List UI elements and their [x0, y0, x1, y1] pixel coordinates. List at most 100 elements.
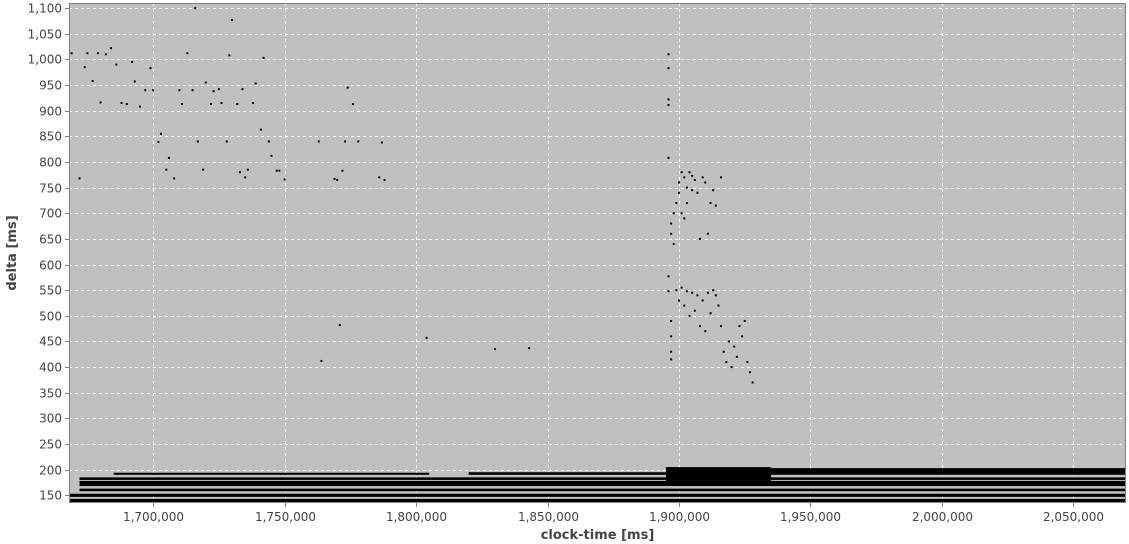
- data-point: [86, 52, 89, 55]
- data-point: [236, 103, 239, 106]
- data-point: [738, 325, 741, 328]
- data-point: [380, 141, 383, 144]
- data-point: [667, 275, 670, 278]
- y-tick-label: 300: [39, 412, 62, 426]
- data-point: [383, 178, 386, 181]
- data-point: [722, 350, 725, 353]
- data-point: [667, 67, 670, 70]
- y-tick-label: 1,100: [28, 2, 62, 16]
- dense-point-band: [665, 467, 772, 483]
- data-point: [730, 366, 733, 369]
- data-point: [743, 319, 746, 322]
- data-point: [96, 52, 99, 55]
- y-tick-label: 700: [39, 207, 62, 221]
- data-point: [746, 360, 749, 363]
- y-axis-title: delta [ms]: [5, 215, 20, 290]
- data-point: [228, 54, 231, 57]
- data-point: [144, 89, 147, 92]
- data-point: [706, 232, 709, 235]
- data-point: [157, 140, 160, 143]
- data-point: [688, 314, 691, 317]
- x-tick-label: 1,700,000: [123, 510, 184, 524]
- dense-point-band: [113, 472, 430, 475]
- data-point: [165, 168, 168, 171]
- data-point: [278, 169, 281, 172]
- data-point: [696, 191, 699, 194]
- dense-point-band: [79, 488, 1126, 492]
- y-tick-label: 600: [39, 259, 62, 273]
- data-point: [204, 81, 207, 84]
- data-point: [252, 102, 255, 104]
- data-point: [178, 89, 181, 92]
- data-point: [254, 82, 257, 85]
- data-point: [104, 53, 107, 56]
- data-point: [696, 294, 699, 297]
- data-point: [378, 176, 381, 179]
- data-points: [70, 7, 754, 384]
- data-point: [733, 345, 736, 348]
- data-point: [667, 104, 670, 107]
- dense-point-band: [757, 468, 1126, 475]
- x-axis-title: clock-time [ms]: [541, 528, 655, 543]
- y-tick-label: 750: [39, 182, 62, 196]
- data-point: [675, 202, 678, 204]
- data-point: [741, 335, 744, 338]
- data-point: [717, 304, 720, 307]
- data-point: [688, 171, 691, 174]
- x-tick-label: 1,950,000: [780, 510, 841, 524]
- data-point: [667, 290, 670, 293]
- data-point: [120, 102, 123, 104]
- data-point: [493, 348, 496, 351]
- y-tick-label: 500: [39, 310, 62, 324]
- data-point: [209, 103, 212, 106]
- data-point: [704, 181, 707, 184]
- data-point: [720, 176, 723, 179]
- data-point: [683, 217, 686, 220]
- x-tick-label: 1,850,000: [518, 510, 579, 524]
- data-point: [678, 181, 681, 184]
- data-point: [693, 178, 696, 181]
- y-tick-label: 200: [39, 464, 62, 478]
- data-point: [699, 237, 702, 240]
- data-point: [133, 80, 136, 83]
- data-point: [670, 350, 673, 353]
- data-point: [680, 212, 683, 215]
- x-axis-ticks: 1,700,000 1,750,000 1,800,000 1,850,000 1,90…: [123, 503, 1104, 524]
- data-point: [115, 63, 118, 66]
- data-point: [194, 7, 197, 10]
- data-point: [691, 291, 694, 294]
- data-point: [685, 186, 688, 189]
- data-point: [333, 177, 336, 180]
- data-point: [528, 347, 531, 350]
- data-point: [341, 169, 344, 172]
- data-point: [685, 202, 688, 204]
- data-point: [212, 90, 215, 93]
- data-point: [670, 335, 673, 338]
- data-point: [675, 289, 678, 292]
- data-point: [670, 319, 673, 322]
- data-point: [351, 103, 354, 106]
- data-point: [667, 156, 670, 159]
- data-point: [425, 336, 428, 339]
- data-point: [680, 286, 683, 289]
- data-point: [262, 56, 265, 59]
- data-point: [678, 191, 681, 194]
- data-point: [191, 89, 194, 92]
- data-point: [709, 202, 712, 204]
- data-point: [138, 105, 141, 108]
- y-tick-label: 400: [39, 361, 62, 375]
- dense-point-band: [69, 493, 1126, 497]
- data-point: [167, 156, 170, 159]
- y-tick-label: 1,050: [28, 28, 62, 42]
- y-tick-label: 850: [39, 130, 62, 144]
- y-tick-label: 900: [39, 105, 62, 119]
- data-point: [241, 88, 244, 91]
- data-point: [706, 291, 709, 294]
- data-point: [357, 140, 360, 143]
- data-point: [173, 177, 176, 180]
- data-point: [338, 324, 341, 327]
- data-point: [110, 47, 113, 50]
- data-point: [231, 18, 234, 21]
- data-point: [751, 381, 754, 384]
